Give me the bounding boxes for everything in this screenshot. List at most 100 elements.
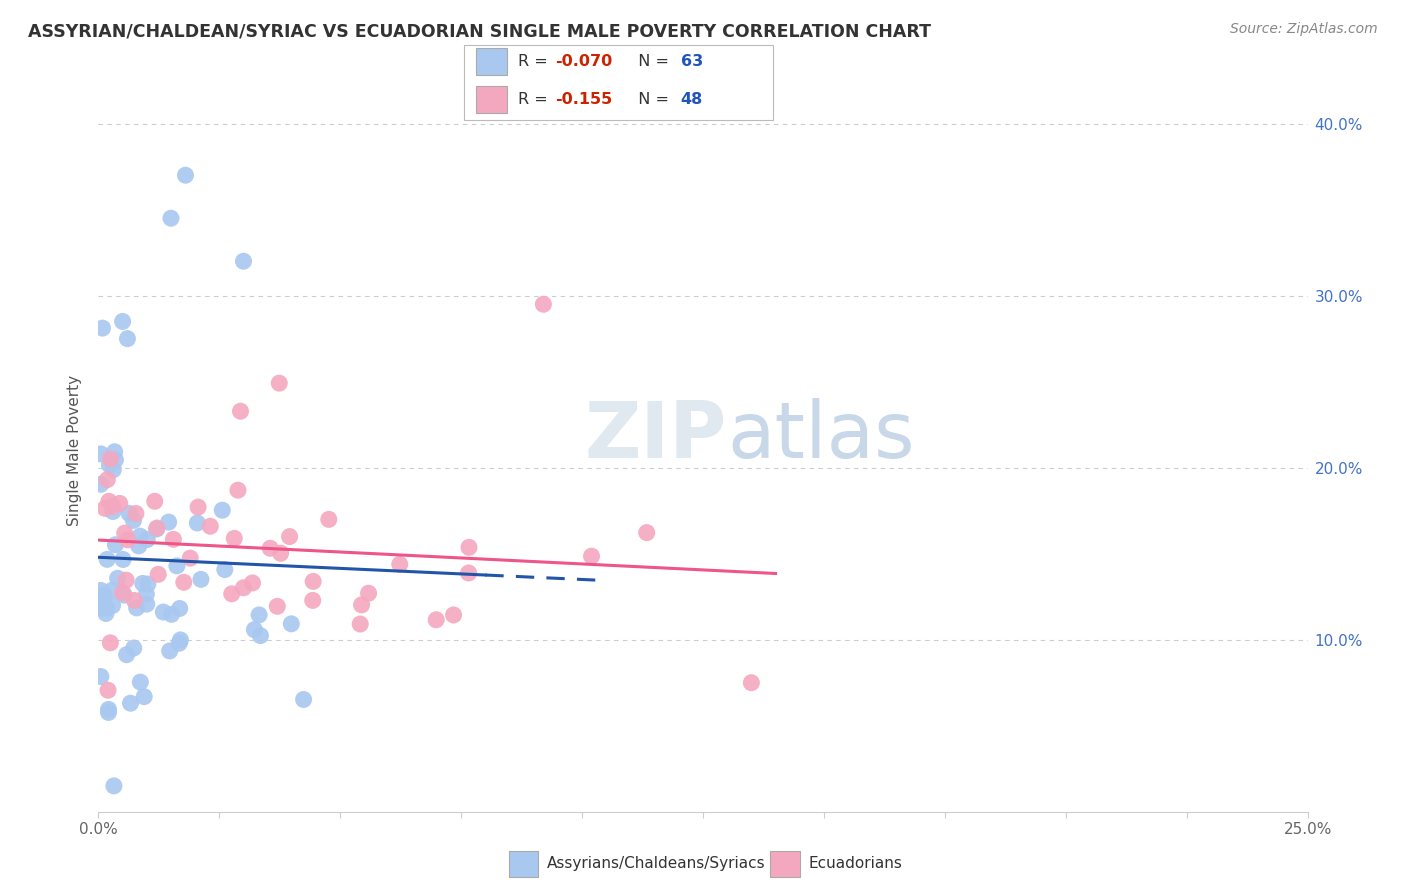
Point: [118, 506, 141, 520]
Point: [224, 532, 246, 546]
Point: [357, 586, 380, 600]
Point: [148, 567, 170, 582]
Point: [388, 558, 411, 572]
Point: [103, 779, 125, 793]
Point: [531, 297, 554, 311]
Point: [98, 636, 121, 650]
Point: [318, 512, 340, 526]
Point: [91, 593, 114, 607]
Point: [636, 525, 658, 540]
Text: ZIP: ZIP: [585, 398, 727, 474]
Point: [115, 648, 138, 662]
Point: [214, 563, 236, 577]
Text: -0.070: -0.070: [555, 54, 613, 70]
Point: [443, 607, 465, 622]
Point: [301, 593, 323, 607]
Point: [117, 332, 139, 346]
Point: [111, 314, 134, 328]
Point: [232, 254, 254, 268]
Point: [232, 581, 254, 595]
Text: Ecuadorians: Ecuadorians: [808, 855, 903, 871]
Text: R =: R =: [517, 54, 553, 70]
Point: [135, 597, 157, 611]
Point: [101, 599, 124, 613]
Text: R =: R =: [517, 92, 558, 107]
Point: [146, 521, 169, 535]
Point: [101, 583, 124, 598]
Point: [124, 593, 146, 607]
Point: [349, 617, 371, 632]
Point: [96, 473, 118, 487]
Point: [162, 533, 184, 547]
Point: [128, 539, 150, 553]
Point: [90, 447, 112, 461]
Point: [122, 640, 145, 655]
Point: [117, 533, 139, 547]
Point: [278, 530, 301, 544]
Point: [114, 526, 136, 541]
Point: [270, 546, 292, 560]
Point: [350, 598, 373, 612]
Point: [221, 587, 243, 601]
Point: [211, 503, 233, 517]
Point: [97, 683, 120, 698]
Point: [458, 541, 481, 555]
Point: [90, 583, 112, 598]
Point: [104, 538, 127, 552]
Point: [91, 321, 114, 335]
Point: [145, 522, 167, 536]
Point: [101, 504, 124, 518]
Point: [111, 586, 134, 600]
Point: [266, 599, 288, 614]
Point: [159, 644, 181, 658]
Text: N =: N =: [628, 54, 673, 70]
Text: Assyrians/Chaldeans/Syriacs: Assyrians/Chaldeans/Syriacs: [547, 855, 765, 871]
Point: [115, 573, 138, 587]
Point: [200, 519, 222, 533]
Point: [457, 566, 479, 580]
Y-axis label: Single Male Poverty: Single Male Poverty: [67, 375, 83, 526]
Point: [129, 675, 152, 690]
Point: [136, 577, 159, 591]
Point: [125, 601, 148, 615]
Point: [132, 576, 155, 591]
Point: [136, 533, 159, 547]
Point: [160, 607, 183, 622]
Point: [292, 692, 315, 706]
Bar: [477, 87, 508, 112]
Point: [179, 551, 201, 566]
Point: [97, 702, 120, 716]
Point: [190, 573, 212, 587]
Point: [129, 529, 152, 543]
Point: [166, 558, 188, 573]
Point: [101, 500, 124, 514]
Point: [104, 452, 127, 467]
Text: N =: N =: [628, 92, 673, 107]
Point: [125, 507, 148, 521]
Point: [259, 541, 281, 556]
Point: [226, 483, 249, 498]
Text: -0.155: -0.155: [555, 92, 613, 107]
Point: [94, 607, 117, 621]
Point: [90, 477, 112, 491]
Point: [167, 636, 190, 650]
Point: [90, 669, 112, 683]
Point: [249, 629, 271, 643]
Point: [103, 462, 125, 476]
Point: [186, 516, 208, 530]
Point: [242, 575, 264, 590]
Point: [108, 496, 131, 510]
Text: 48: 48: [681, 92, 703, 107]
Point: [740, 675, 762, 690]
Point: [96, 601, 118, 615]
Text: Source: ZipAtlas.com: Source: ZipAtlas.com: [1230, 22, 1378, 37]
Point: [112, 552, 135, 566]
Point: [229, 404, 252, 418]
Text: atlas: atlas: [727, 398, 915, 474]
Point: [96, 552, 118, 566]
Point: [425, 613, 447, 627]
Point: [104, 444, 127, 458]
Point: [97, 706, 120, 720]
Point: [160, 211, 183, 226]
Point: [157, 515, 180, 529]
